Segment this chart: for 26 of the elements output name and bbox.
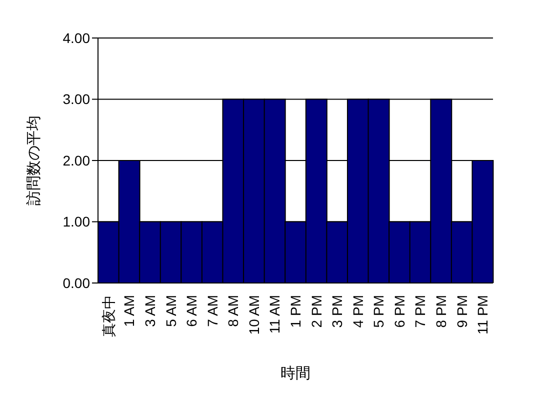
x-tick-label: 6 AM [184, 295, 200, 327]
x-tick-label: 8 AM [225, 295, 242, 327]
x-tick-label: 3 AM [142, 295, 158, 327]
x-tick-label: 9 PM [454, 295, 470, 328]
x-tick-label: 真夜中 [100, 295, 116, 337]
x-tick-label: 7 AM [204, 295, 220, 327]
x-axis-title: 時間 [280, 365, 310, 382]
x-tick-label: 5 AM [162, 295, 179, 327]
x-tick-label: 8 PM [433, 295, 450, 328]
y-tick-label: 3.00 [62, 91, 90, 108]
y-axis-title: 訪問数の平均 [25, 116, 42, 206]
x-tick-label: 5 PM [370, 295, 387, 328]
x-tick-label: 6 PM [391, 295, 408, 328]
y-tick-label: 2.00 [62, 152, 90, 168]
x-tick-label: 1 AM [121, 295, 138, 327]
y-tick-label: 1.00 [62, 214, 90, 230]
x-tick-label: 10 AM [246, 295, 262, 335]
x-tick-label: 7 PM [412, 295, 428, 328]
y-tick-label: 0.00 [62, 274, 90, 291]
x-tick-label: 11 PM [474, 295, 491, 334]
x-tick-label: 4 PM [350, 295, 366, 328]
x-tick-label: 11 AM [266, 295, 283, 334]
x-tick-label: 2 PM [308, 295, 324, 328]
x-tick-label: 3 PM [329, 295, 346, 328]
y-tick-label: 4.00 [62, 30, 90, 46]
x-tick-label: 1 PM [288, 295, 304, 328]
